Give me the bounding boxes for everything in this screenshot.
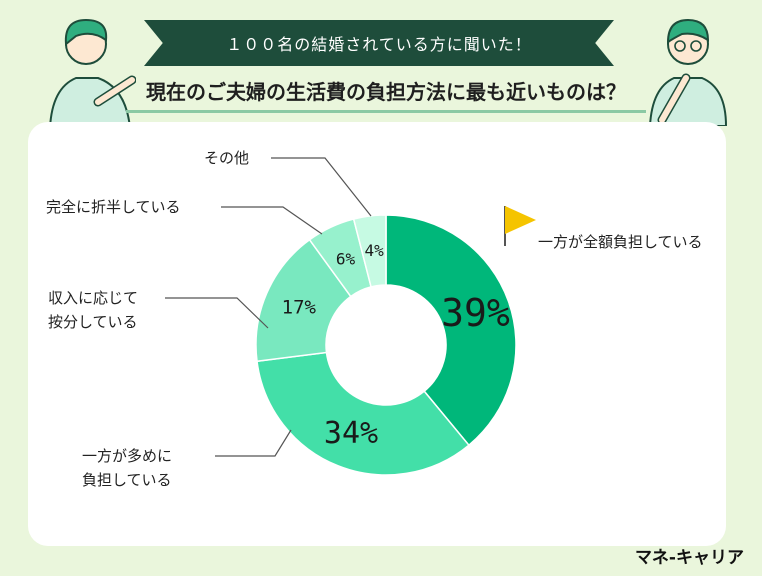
value-label-more: 34% bbox=[324, 416, 378, 451]
value-label-all: 39% bbox=[441, 291, 510, 335]
slice-more bbox=[256, 351, 470, 476]
leader-line-half bbox=[221, 206, 323, 235]
category-label-all: 一方が全額負担している bbox=[538, 233, 703, 251]
category-label-more: 一方が多めに負担している bbox=[82, 447, 172, 489]
slice-income bbox=[255, 238, 352, 363]
category-label-other: その他 bbox=[204, 149, 249, 167]
leader-lines bbox=[165, 157, 372, 457]
leader-line-other bbox=[271, 157, 372, 217]
category-label-half: 完全に折半している bbox=[46, 198, 181, 216]
leader-line-more bbox=[215, 429, 292, 457]
title-underline bbox=[126, 110, 646, 113]
question-title: 現在のご夫婦の生活費の負担方法に最も近いものは？ bbox=[146, 80, 626, 104]
value-label-income: 17% bbox=[282, 296, 317, 318]
survey-banner: １００名の結婚されている方に聞いた！ bbox=[144, 20, 614, 66]
value-label-half: 6% bbox=[336, 250, 356, 269]
man-illustration bbox=[648, 8, 728, 130]
leader-line-income bbox=[165, 297, 269, 329]
woman-illustration bbox=[46, 10, 137, 132]
slice-all bbox=[385, 214, 517, 447]
category-label-income: 収入に応じて按分している bbox=[48, 289, 138, 331]
flag-icon bbox=[504, 206, 536, 246]
slice-other bbox=[352, 214, 387, 288]
value-label-other: 4% bbox=[364, 241, 384, 260]
brand-logo: マネ-キャリア bbox=[634, 548, 744, 568]
